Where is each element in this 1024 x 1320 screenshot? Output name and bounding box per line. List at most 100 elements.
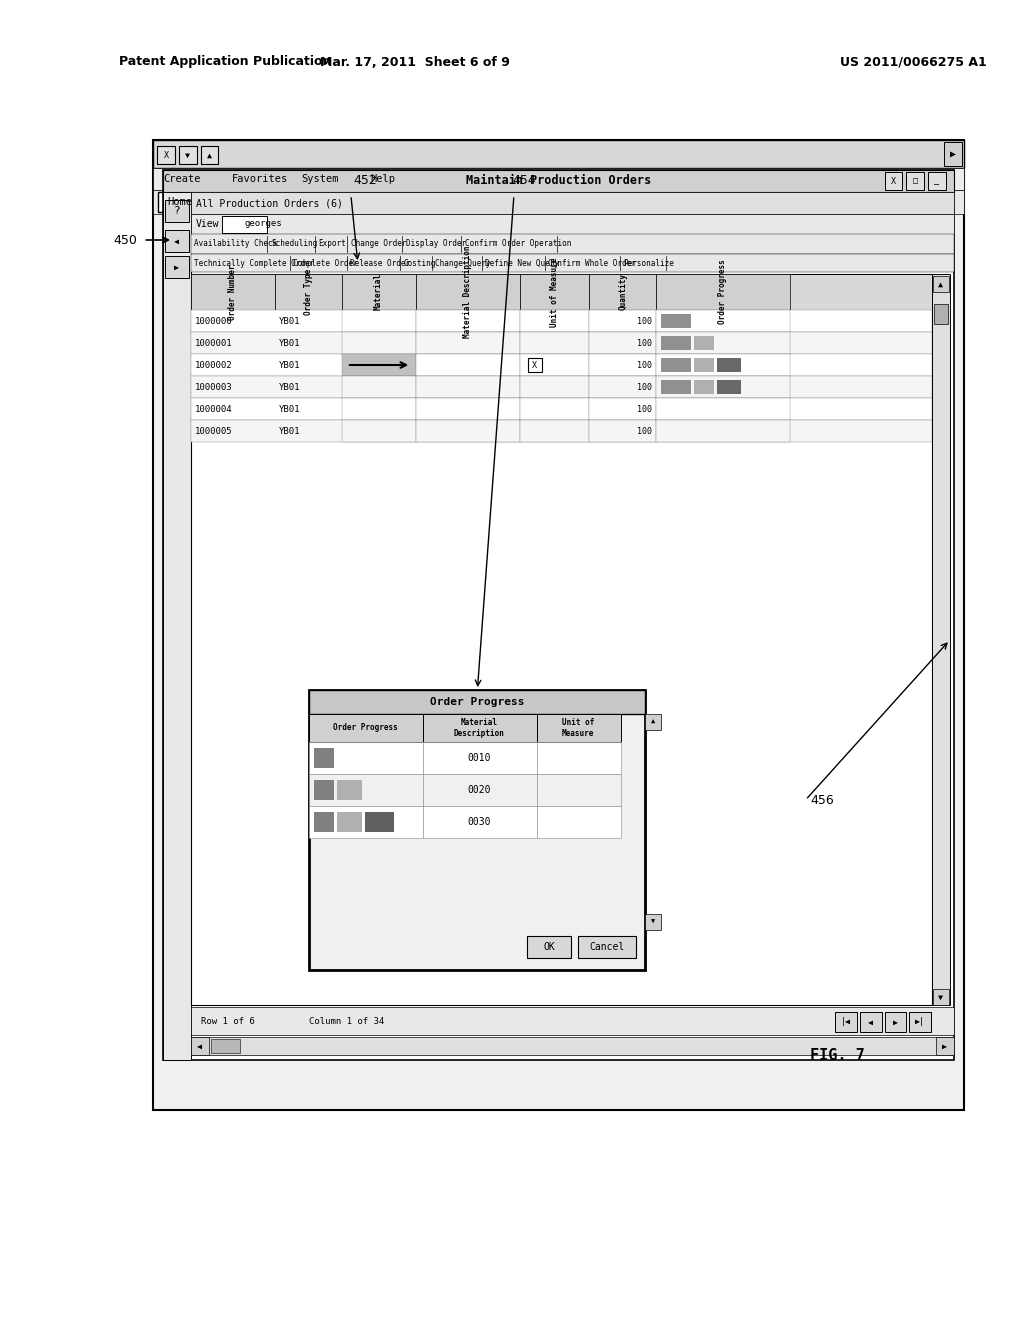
Bar xyxy=(190,354,932,376)
Bar xyxy=(589,376,656,399)
Text: All Production Orders (6): All Production Orders (6) xyxy=(196,198,343,209)
Bar xyxy=(365,812,394,832)
Bar xyxy=(314,780,334,800)
Text: Change Order: Change Order xyxy=(351,239,407,248)
Text: Column 1 of 34: Column 1 of 34 xyxy=(309,1016,385,1026)
Text: ◀: ◀ xyxy=(868,1018,873,1027)
Bar xyxy=(694,337,714,350)
Text: 1000001: 1000001 xyxy=(195,338,232,347)
Text: ?: ? xyxy=(173,206,180,216)
Bar xyxy=(579,936,636,958)
Text: X: X xyxy=(164,150,169,160)
Bar xyxy=(416,354,520,376)
Text: 456: 456 xyxy=(810,793,835,807)
Text: Material
Description: Material Description xyxy=(454,718,505,738)
Text: YB01: YB01 xyxy=(279,426,300,436)
Text: ▲: ▲ xyxy=(207,150,212,160)
Text: 1000000: 1000000 xyxy=(195,317,232,326)
Bar xyxy=(337,812,361,832)
Text: Cancel: Cancel xyxy=(589,942,625,952)
Bar xyxy=(163,191,190,1060)
Bar xyxy=(190,333,932,354)
Text: Scheduling: Scheduling xyxy=(271,239,317,248)
Bar xyxy=(309,774,423,807)
Text: Favorites: Favorites xyxy=(232,174,289,183)
Bar xyxy=(944,143,962,166)
Text: _: _ xyxy=(935,177,939,186)
Text: Order Progress: Order Progress xyxy=(718,260,727,325)
Text: YB01: YB01 xyxy=(279,338,300,347)
Bar xyxy=(537,742,621,774)
Text: ▶: ▶ xyxy=(174,263,179,272)
Text: System: System xyxy=(301,174,339,183)
Bar xyxy=(656,333,790,354)
Text: Unit of
Measure: Unit of Measure xyxy=(562,718,594,738)
Text: Order Progress: Order Progress xyxy=(334,723,398,733)
Bar xyxy=(190,234,953,253)
Text: |◀: |◀ xyxy=(841,1018,851,1027)
Text: Display Order: Display Order xyxy=(407,239,466,248)
Bar xyxy=(589,333,656,354)
Text: ▼: ▼ xyxy=(938,993,943,1002)
Bar xyxy=(157,147,175,164)
Bar xyxy=(190,1038,209,1055)
Text: Define New Query: Define New Query xyxy=(484,259,558,268)
Bar xyxy=(909,1012,931,1032)
Bar xyxy=(662,358,691,372)
Bar xyxy=(537,774,621,807)
Text: Order Number: Order Number xyxy=(227,264,237,319)
Bar xyxy=(190,253,953,272)
Bar xyxy=(662,337,691,350)
Bar xyxy=(589,310,656,333)
Bar xyxy=(190,1007,953,1035)
Bar xyxy=(537,714,621,742)
Bar xyxy=(645,714,662,730)
Text: OK: OK xyxy=(544,942,555,952)
Text: 1000005: 1000005 xyxy=(195,426,232,436)
Text: 100: 100 xyxy=(637,404,652,413)
Text: ▶: ▶ xyxy=(893,1018,898,1027)
Text: YB01: YB01 xyxy=(279,360,300,370)
Text: Confirm Order Operation: Confirm Order Operation xyxy=(465,239,571,248)
Bar xyxy=(416,420,520,442)
Bar xyxy=(314,812,334,832)
Bar xyxy=(163,170,953,191)
Text: Create: Create xyxy=(163,174,201,183)
Bar xyxy=(520,275,589,310)
Text: Home: Home xyxy=(167,197,193,207)
Text: 1000003: 1000003 xyxy=(195,383,232,392)
Bar xyxy=(158,191,203,213)
Bar xyxy=(190,275,932,310)
Bar xyxy=(836,1012,857,1032)
Text: Release Order: Release Order xyxy=(350,259,410,268)
Bar xyxy=(906,172,924,190)
Text: X: X xyxy=(891,177,896,186)
Bar xyxy=(645,913,662,931)
Text: □: □ xyxy=(912,177,918,186)
Text: US 2011/0066275 A1: US 2011/0066275 A1 xyxy=(840,55,987,69)
Text: 100: 100 xyxy=(637,426,652,436)
Bar xyxy=(527,358,542,372)
Bar xyxy=(423,774,537,807)
Text: ◀: ◀ xyxy=(174,236,179,246)
Bar xyxy=(656,399,790,420)
Text: Costing: Costing xyxy=(403,259,435,268)
Bar xyxy=(154,140,964,168)
Bar xyxy=(885,1012,906,1032)
Bar xyxy=(860,1012,882,1032)
Bar xyxy=(309,742,423,774)
Bar xyxy=(662,314,691,327)
Text: Availability Check: Availability Check xyxy=(194,239,276,248)
Bar xyxy=(656,376,790,399)
Text: Personalize: Personalize xyxy=(623,259,674,268)
Bar xyxy=(165,230,188,252)
Bar xyxy=(190,214,953,234)
Text: 100: 100 xyxy=(637,360,652,370)
Bar xyxy=(423,807,537,838)
Bar xyxy=(520,399,589,420)
Bar xyxy=(589,354,656,376)
Bar xyxy=(694,358,714,372)
Text: Order Type: Order Type xyxy=(304,269,313,315)
Bar xyxy=(190,275,274,310)
Text: Confirm Whole Order: Confirm Whole Order xyxy=(549,259,636,268)
